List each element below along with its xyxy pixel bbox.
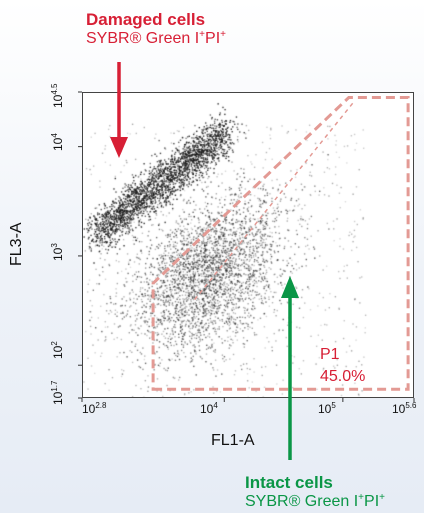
gate-p1-outline xyxy=(151,96,410,391)
x-tick-label: 104 xyxy=(200,401,218,417)
intact-cells-annotation: Intact cells SYBR® Green I+PI+ xyxy=(245,473,385,511)
intact-cells-reagent: SYBR® Green I+PI+ xyxy=(245,491,385,510)
y-tick-label: 103 xyxy=(50,243,65,261)
damaged-cells-title: Damaged cells xyxy=(86,10,206,29)
x-tick-label: 105 xyxy=(318,401,336,417)
damaged-cells-arrow xyxy=(110,62,128,158)
y-tick-label: 104.5 xyxy=(50,83,65,108)
x-axis-title: FL1-A xyxy=(211,432,255,449)
y-axis-title: FL3-A xyxy=(8,222,25,266)
y-tick-label: 101.7 xyxy=(50,380,65,405)
intact-cells-arrow xyxy=(281,276,299,460)
x-tick-label: 102.8 xyxy=(82,401,107,417)
y-tick-label: 104 xyxy=(50,133,65,151)
gate-percent: 45.0% xyxy=(320,367,366,385)
x-axis-tick-marks xyxy=(81,398,415,402)
damaged-cells-annotation: Damaged cells SYBR® Green I+PI+ xyxy=(86,10,226,48)
scatter-points-canvas xyxy=(83,93,413,397)
damaged-cells-reagent: SYBR® Green I+PI+ xyxy=(86,28,226,47)
y-axis-tick-marks xyxy=(78,91,82,399)
x-tick-label: 105.6 xyxy=(392,401,417,417)
gate-p1-label: P1 45.0% xyxy=(320,344,365,387)
y-tick-label: 102 xyxy=(50,341,65,359)
intact-cells-title: Intact cells xyxy=(245,473,333,492)
gate-name: P1 xyxy=(320,346,340,363)
scatter-plot-area xyxy=(82,92,414,398)
gate-p1-guide-line xyxy=(194,100,356,301)
